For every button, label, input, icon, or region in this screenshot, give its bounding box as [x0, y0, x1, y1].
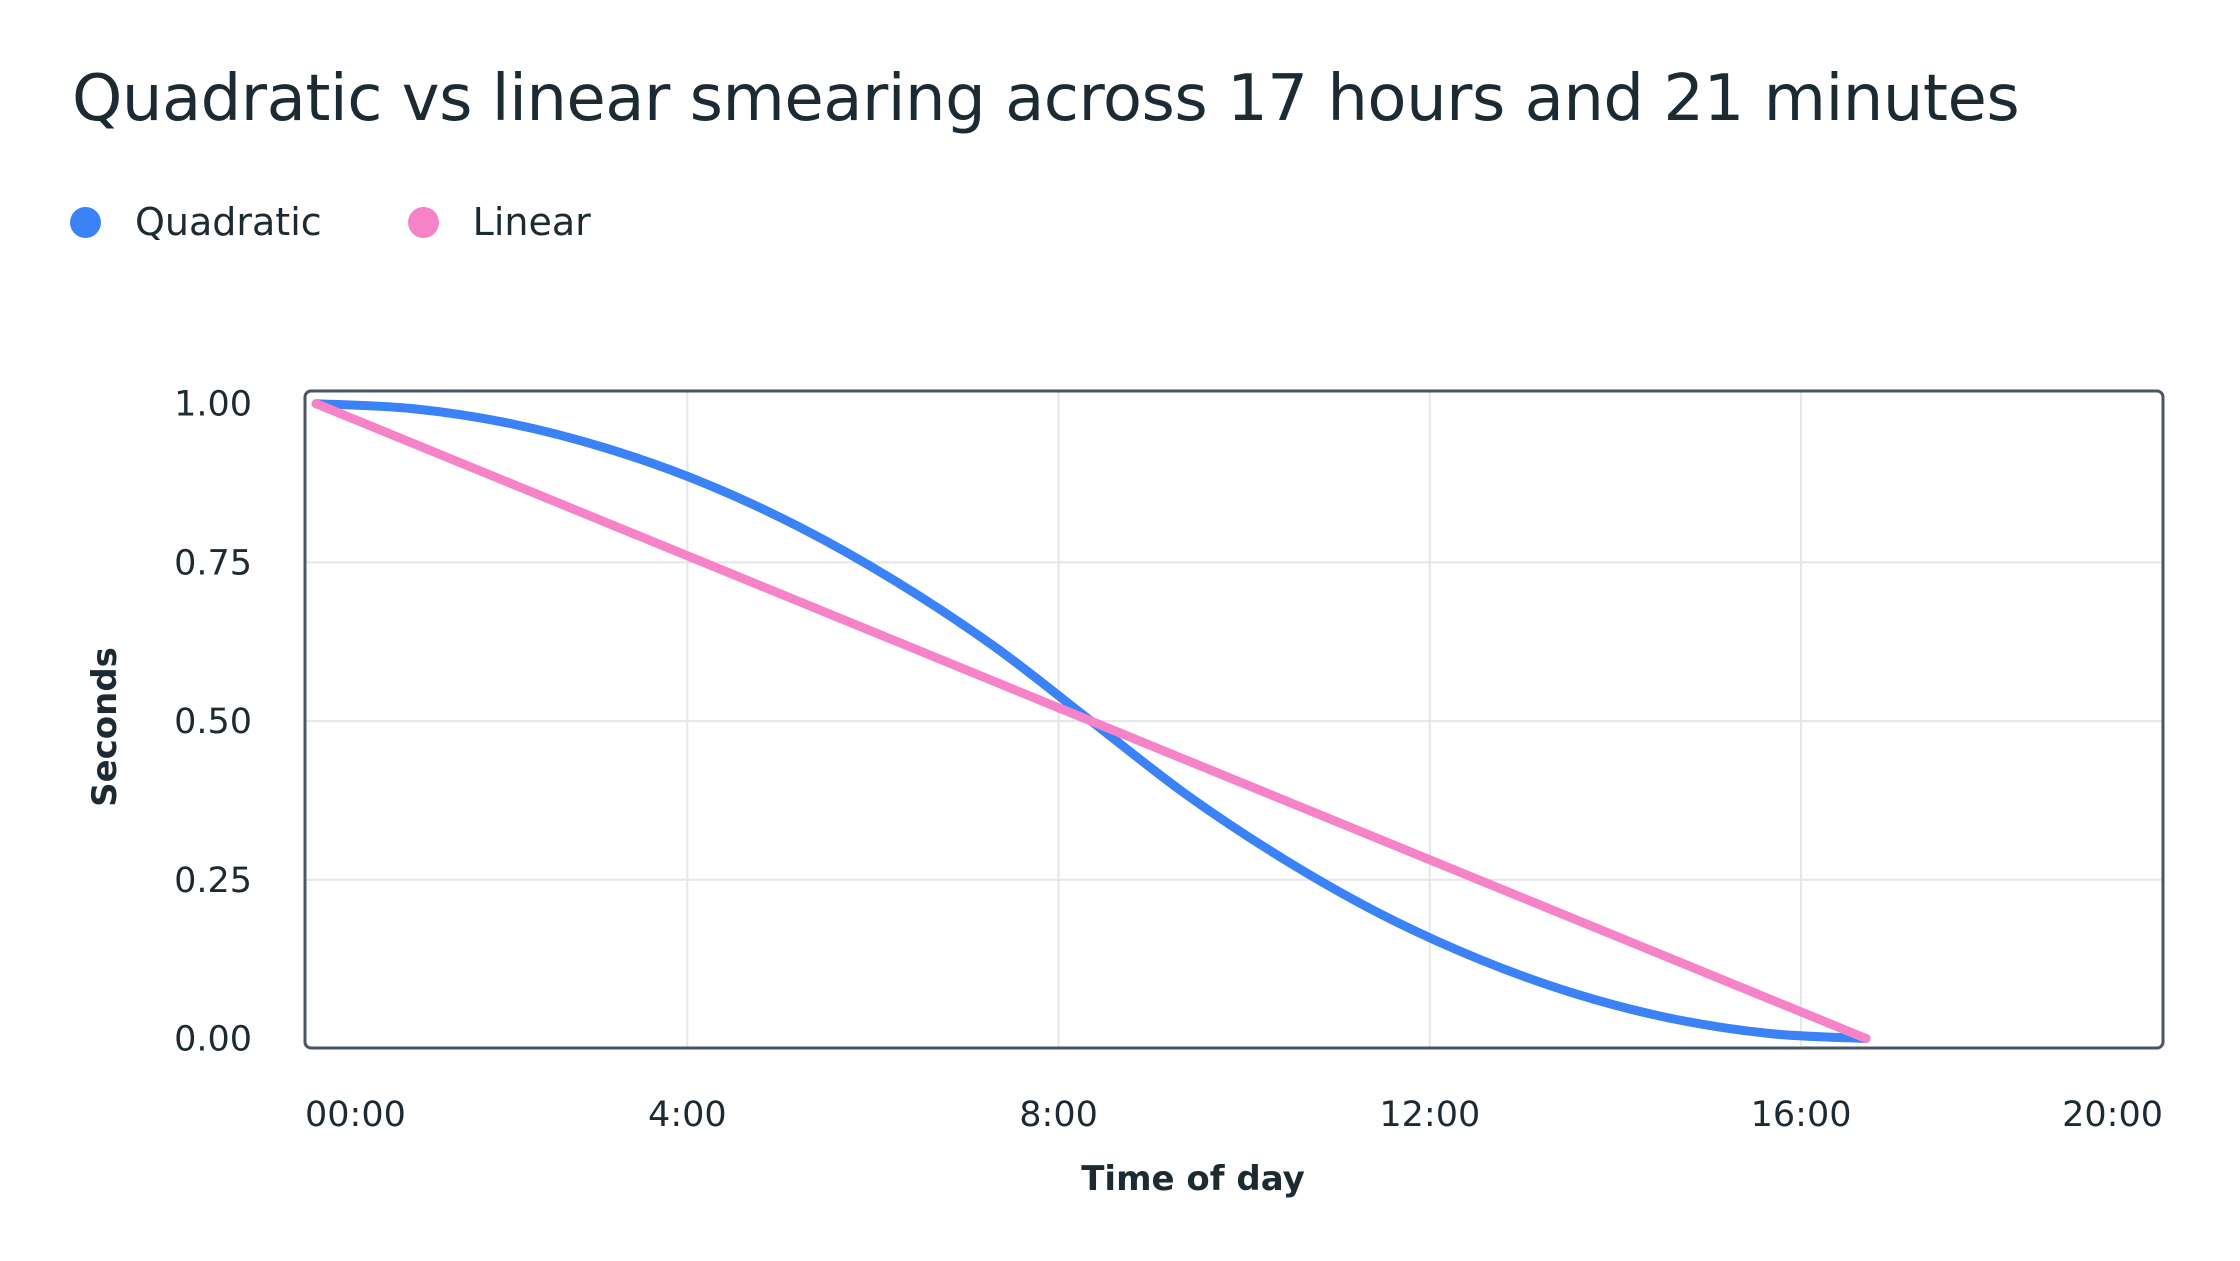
x-tick-label: 20:00 [2062, 1095, 2163, 1135]
x-tick-label: 12:00 [1379, 1095, 1480, 1135]
plot-frame [303, 389, 2165, 1050]
x-tick-label: 00:00 [305, 1095, 406, 1135]
y-tick-label: 0.25 [174, 861, 252, 901]
grid [305, 391, 2163, 1048]
legend: Quadratic Linear [70, 200, 677, 244]
y-tick-label: 0.75 [174, 543, 252, 583]
legend-item-linear: Linear [407, 200, 591, 244]
x-tick-label: 16:00 [1751, 1095, 1852, 1135]
x-tick-label: 4:00 [648, 1095, 727, 1135]
y-tick-label: 0.50 [174, 702, 252, 742]
y-tick-label: 1.00 [174, 385, 252, 425]
x-tick-label: 8:00 [1019, 1095, 1098, 1135]
legend-item-quadratic: Quadratic [70, 200, 322, 244]
series-lines [311, 399, 1871, 1043]
series-line-linear [311, 399, 1871, 1043]
legend-dot-quadratic [70, 206, 101, 238]
legend-dot-linear [407, 206, 439, 238]
x-axis-label: Time of day [1081, 1159, 1305, 1199]
y-tick-label: 0.00 [174, 1019, 252, 1059]
legend-label-quadratic: Quadratic [135, 200, 322, 244]
y-axis-label: Seconds [85, 647, 125, 807]
tick-labels: 00:00 4:00 8:00 12:00 16:00 20:00 0.00 0.25 0.50… [174, 385, 2163, 1135]
legend-label-linear: Linear [472, 200, 591, 244]
chart-title: Quadratic vs linear smearing across 17 h… [72, 62, 2020, 136]
